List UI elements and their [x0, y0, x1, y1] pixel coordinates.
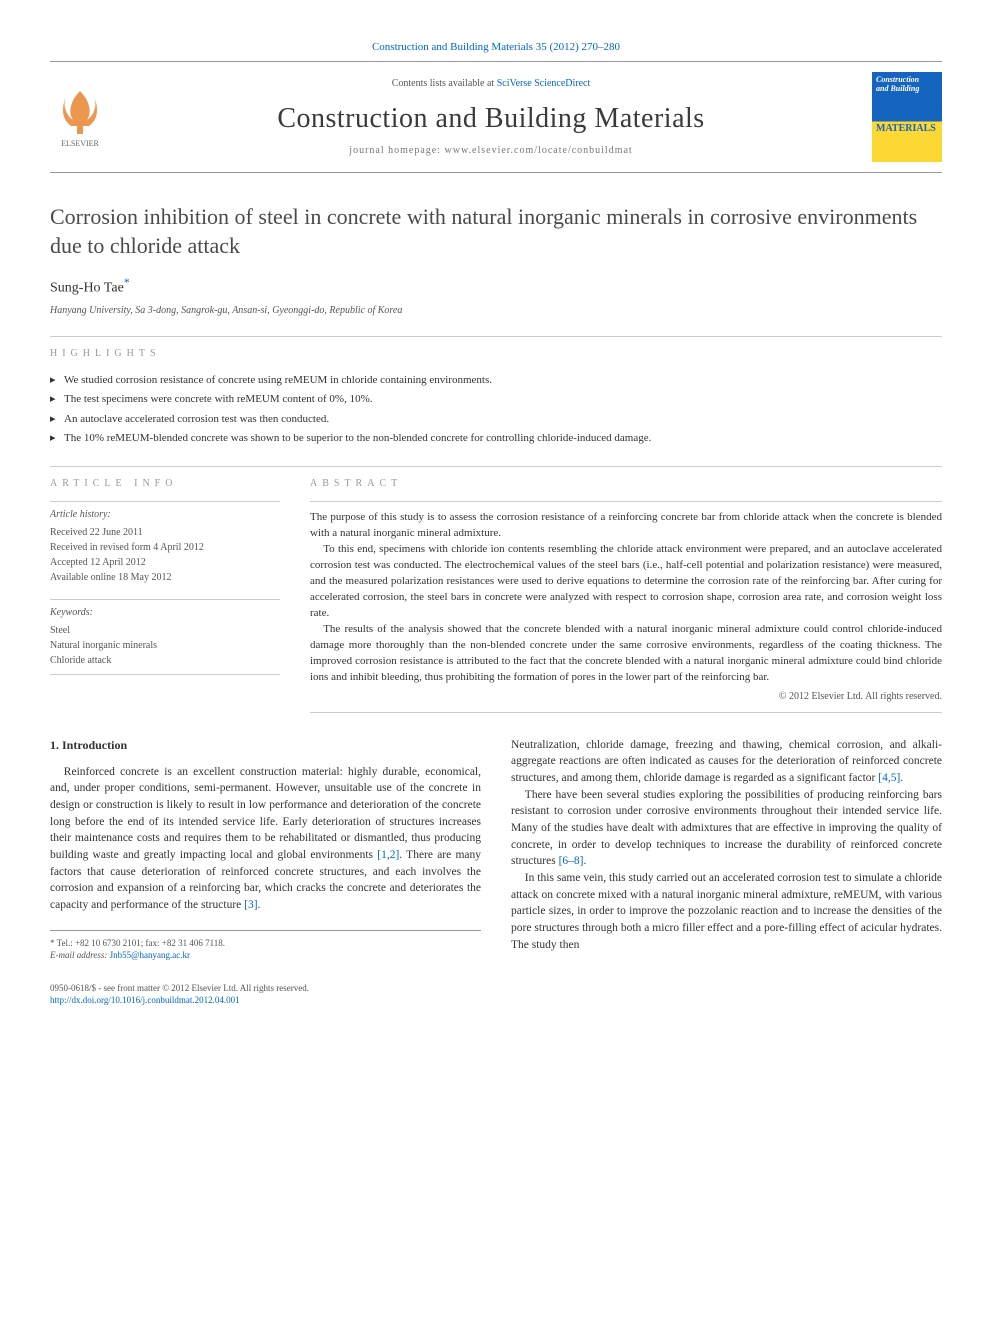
contents-prefix: Contents lists available at: [392, 78, 497, 89]
body-paragraph: Neutralization, chloride damage, freezin…: [511, 737, 942, 787]
highlight-item: An autoclave accelerated corrosion test …: [50, 410, 942, 429]
highlight-item: We studied corrosion resistance of concr…: [50, 371, 942, 390]
history-label: Article history:: [50, 508, 280, 522]
article-title: Corrosion inhibition of steel in concret…: [50, 203, 942, 260]
body-text: Reinforced concrete is an excellent cons…: [50, 766, 481, 861]
journal-title: Construction and Building Materials: [110, 99, 872, 138]
contents-available-line: Contents lists available at SciVerse Sci…: [110, 77, 872, 91]
abstract-text-block: The purpose of this study is to assess t…: [310, 501, 942, 712]
publisher-logo: ELSEVIER: [50, 82, 110, 152]
author-name: Sung-Ho Tae: [50, 280, 124, 295]
author-affiliation: Hanyang University, Sa 3-dong, Sangrok-g…: [50, 304, 942, 318]
history-accepted: Accepted 12 April 2012: [50, 555, 280, 570]
journal-header-box: ELSEVIER Contents lists available at Sci…: [50, 61, 942, 173]
journal-center-block: Contents lists available at SciVerse Sci…: [110, 77, 872, 158]
keyword: Natural inorganic minerals: [50, 638, 280, 653]
corresponding-marker[interactable]: *: [124, 276, 130, 289]
keywords-label: Keywords:: [50, 606, 280, 620]
contents-source-link[interactable]: SciVerse ScienceDirect: [497, 78, 591, 89]
body-two-column: 1. Introduction Reinforced concrete is a…: [50, 737, 942, 962]
article-info-column: ARTICLE INFO Article history: Received 2…: [50, 477, 280, 712]
abstract-copyright: © 2012 Elsevier Ltd. All rights reserved…: [310, 690, 942, 704]
homepage-prefix: journal homepage:: [349, 145, 444, 156]
section-heading-introduction: 1. Introduction: [50, 737, 481, 754]
highlights-list: We studied corrosion resistance of concr…: [50, 371, 942, 449]
body-left-column: 1. Introduction Reinforced concrete is a…: [50, 737, 481, 962]
issn-copyright-line: 0950-0618/$ - see front matter © 2012 El…: [50, 982, 942, 995]
cover-bottom-text: MATERIALS: [876, 122, 938, 136]
abstract-paragraph: The purpose of this study is to assess t…: [310, 510, 942, 542]
footnote-contact: Tel.: +82 10 6730 2101; fax: +82 31 406 …: [55, 938, 226, 948]
keyword: Steel: [50, 623, 280, 638]
citation-link[interactable]: [1,2]: [377, 849, 399, 861]
journal-homepage-line: journal homepage: www.elsevier.com/locat…: [110, 144, 872, 158]
body-text: .: [900, 772, 903, 784]
body-right-column: Neutralization, chloride damage, freezin…: [511, 737, 942, 962]
homepage-url[interactable]: www.elsevier.com/locate/conbuildmat: [445, 145, 633, 156]
cover-title-line-2: and Building: [876, 85, 938, 94]
elsevier-tree-icon: [55, 86, 105, 136]
history-online: Available online 18 May 2012: [50, 570, 280, 585]
citation-link[interactable]: [6–8]: [559, 855, 584, 867]
keyword: Chloride attack: [50, 653, 280, 668]
corresponding-footnote: * Tel.: +82 10 6730 2101; fax: +82 31 40…: [50, 937, 481, 950]
body-paragraph: Reinforced concrete is an excellent cons…: [50, 764, 481, 914]
article-info-label: ARTICLE INFO: [50, 477, 280, 491]
page-footer: 0950-0618/$ - see front matter © 2012 El…: [50, 982, 942, 1007]
doi-link[interactable]: http://dx.doi.org/10.1016/j.conbuildmat.…: [50, 994, 942, 1007]
abstract-column: ABSTRACT The purpose of this study is to…: [310, 477, 942, 712]
abstract-paragraph: The results of the analysis showed that …: [310, 622, 942, 686]
keywords-block: Keywords: Steel Natural inorganic minera…: [50, 599, 280, 675]
highlight-item: The test specimens were concrete with re…: [50, 390, 942, 409]
abstract-label: ABSTRACT: [310, 477, 942, 491]
article-history-block: Article history: Received 22 June 2011 R…: [50, 501, 280, 585]
history-revised: Received in revised form 4 April 2012: [50, 540, 280, 555]
email-label: E-mail address:: [50, 950, 110, 960]
publisher-name: ELSEVIER: [61, 138, 99, 149]
footnote-block: * Tel.: +82 10 6730 2101; fax: +82 31 40…: [50, 930, 481, 962]
body-paragraph: There have been several studies explorin…: [511, 787, 942, 870]
body-text: .: [584, 855, 587, 867]
email-footnote: E-mail address: Jnb55@hanyang.ac.kr: [50, 949, 481, 962]
body-text: .: [258, 899, 261, 911]
citation-link[interactable]: [3]: [244, 899, 257, 911]
abstract-paragraph: To this end, specimens with chloride ion…: [310, 542, 942, 622]
body-paragraph: In this same vein, this study carried ou…: [511, 870, 942, 953]
journal-cover-thumbnail: Construction and Building MATERIALS: [872, 72, 942, 162]
history-received: Received 22 June 2011: [50, 525, 280, 540]
highlight-item: The 10% reMEUM-blended concrete was show…: [50, 429, 942, 448]
highlights-label: HIGHLIGHTS: [50, 336, 942, 361]
page-root: Construction and Building Materials 35 (…: [0, 0, 992, 1047]
journal-citation-link[interactable]: Construction and Building Materials 35 (…: [50, 40, 942, 55]
citation-link[interactable]: [4,5]: [878, 772, 900, 784]
author-line: Sung-Ho Tae*: [50, 275, 942, 298]
email-link[interactable]: Jnb55@hanyang.ac.kr: [110, 950, 190, 960]
info-abstract-row: ARTICLE INFO Article history: Received 2…: [50, 466, 942, 712]
